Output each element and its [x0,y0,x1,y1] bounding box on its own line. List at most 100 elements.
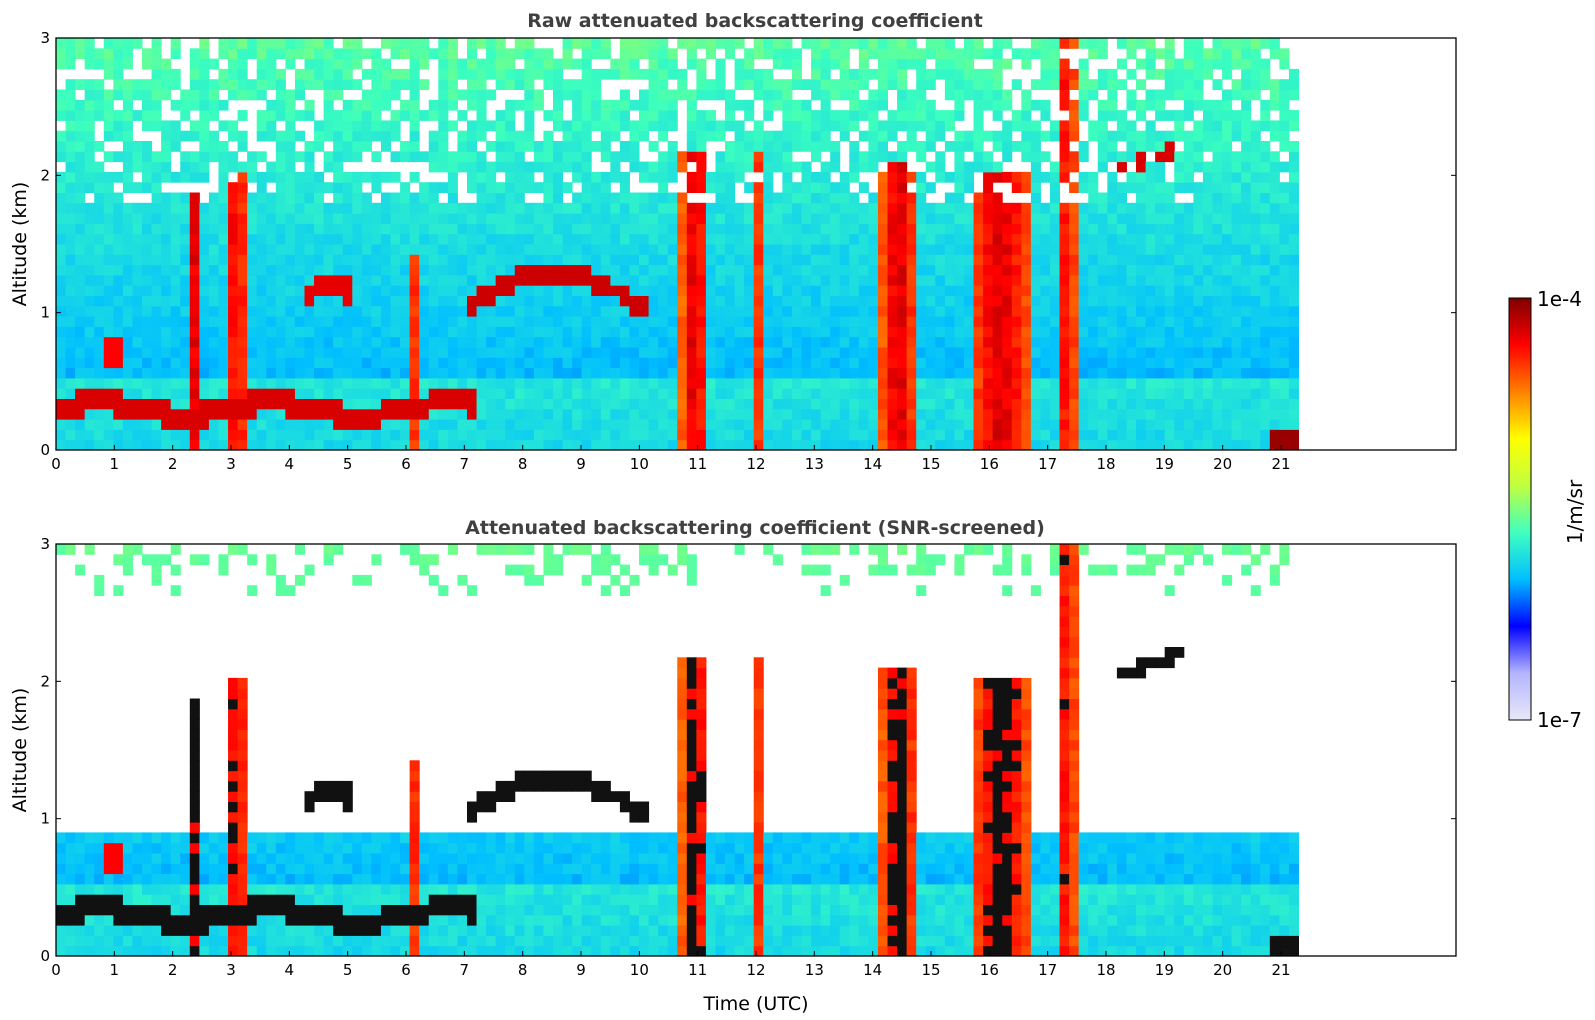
heatmap-cell [811,419,822,430]
heatmap-cell [103,182,114,193]
heatmap-cell [199,120,210,132]
heatmap-cell [1288,161,1299,173]
heatmap-cell [801,305,812,317]
heatmap-cell [887,233,898,245]
heatmap-cell [763,161,774,173]
heatmap-cell [1107,357,1118,369]
heatmap-cell [954,79,965,90]
heatmap-cell [648,141,659,152]
heatmap-cell [1145,295,1156,307]
heatmap-cell [256,48,267,60]
heatmap-cell [944,439,955,451]
heatmap-cell [514,408,525,420]
heatmap-cell [285,347,296,358]
heatmap-cell [811,171,822,183]
heatmap-cell [1174,202,1185,214]
heatmap-cell [629,274,640,286]
heatmap-cell [438,439,449,451]
heatmap-cell [782,367,793,379]
heatmap-cell [142,244,153,255]
heatmap-cell [916,398,927,410]
heatmap-cell [1021,182,1032,193]
heatmap-cell [466,161,478,173]
heatmap-cell [839,274,850,286]
heatmap-cell [1030,130,1041,142]
heatmap-cell [725,419,736,430]
heatmap-cell [361,326,372,338]
heatmap-cell [877,274,889,286]
heatmap-cell [495,110,506,121]
heatmap-cell [1097,141,1108,152]
heatmap-cell [1107,182,1118,193]
heatmap-cell [409,202,420,214]
heatmap-cell [132,863,143,875]
heatmap-cell [361,110,372,121]
heatmap-cell [1202,130,1213,142]
heatmap-cell [208,357,219,369]
heatmap-cell [1183,79,1194,90]
heatmap-cell [658,68,669,80]
heatmap-cell [409,223,420,235]
heatmap-cell [180,213,191,224]
heatmap-cell [266,213,277,224]
heatmap-cell [199,935,210,947]
heatmap-cell [715,408,726,420]
heatmap-cell [495,388,506,399]
heatmap-cell [1155,388,1166,399]
heatmap-cell [1279,244,1290,255]
heatmap-cell [323,120,334,132]
heatmap-cell [151,419,162,430]
heatmap-cell [94,58,105,70]
heatmap-cell [390,367,401,379]
heatmap-cell [954,347,965,358]
heatmap-cell [1222,357,1233,369]
heatmap-cell [486,367,497,379]
heatmap-cell [677,192,688,204]
heatmap-cell [734,151,745,163]
heatmap-cell [715,347,726,358]
heatmap-cell [1011,48,1022,60]
heatmap-cell [1078,99,1089,111]
heatmap-cell [1040,130,1051,142]
heatmap-cell [514,161,525,173]
heatmap-cell [371,130,382,142]
heatmap-cell [1164,388,1175,399]
heatmap-cell [237,110,248,121]
heatmap-cell [256,285,267,296]
heatmap-cell [151,935,162,947]
heatmap-cell [811,305,822,317]
heatmap-cell [142,863,153,875]
heatmap-cell [94,171,105,183]
heatmap-cell [868,264,879,276]
heatmap-cell [858,295,869,307]
heatmap-cell [142,99,153,111]
heatmap-cell [495,58,506,70]
heatmap-cell [65,99,76,111]
heatmap-cell [466,347,478,358]
heatmap-cell [1250,408,1261,420]
heatmap-cell [820,377,831,389]
heatmap-cell [906,58,917,70]
heatmap-cell [132,182,143,193]
heatmap-cell [677,439,688,451]
heatmap-cell [1021,419,1032,430]
heatmap-cell [170,213,181,224]
heatmap-cell [180,326,191,338]
heatmap-cell [1288,285,1299,296]
heatmap-cell [1011,233,1022,245]
heatmap-cell [1002,89,1013,101]
heatmap-cell [419,316,430,327]
heatmap-cell [533,254,544,266]
heatmap-cell [973,419,984,430]
heatmap-cell [323,79,334,90]
heatmap-cell [849,285,860,296]
heatmap-cell [428,305,439,317]
heatmap-cell [725,388,736,399]
heatmap-cell [1059,398,1070,410]
heatmap-cell [772,213,783,224]
heatmap-cell [906,295,917,307]
heatmap-cell [1002,316,1013,327]
heatmap-cell [380,79,392,90]
heatmap-cell [524,316,535,327]
